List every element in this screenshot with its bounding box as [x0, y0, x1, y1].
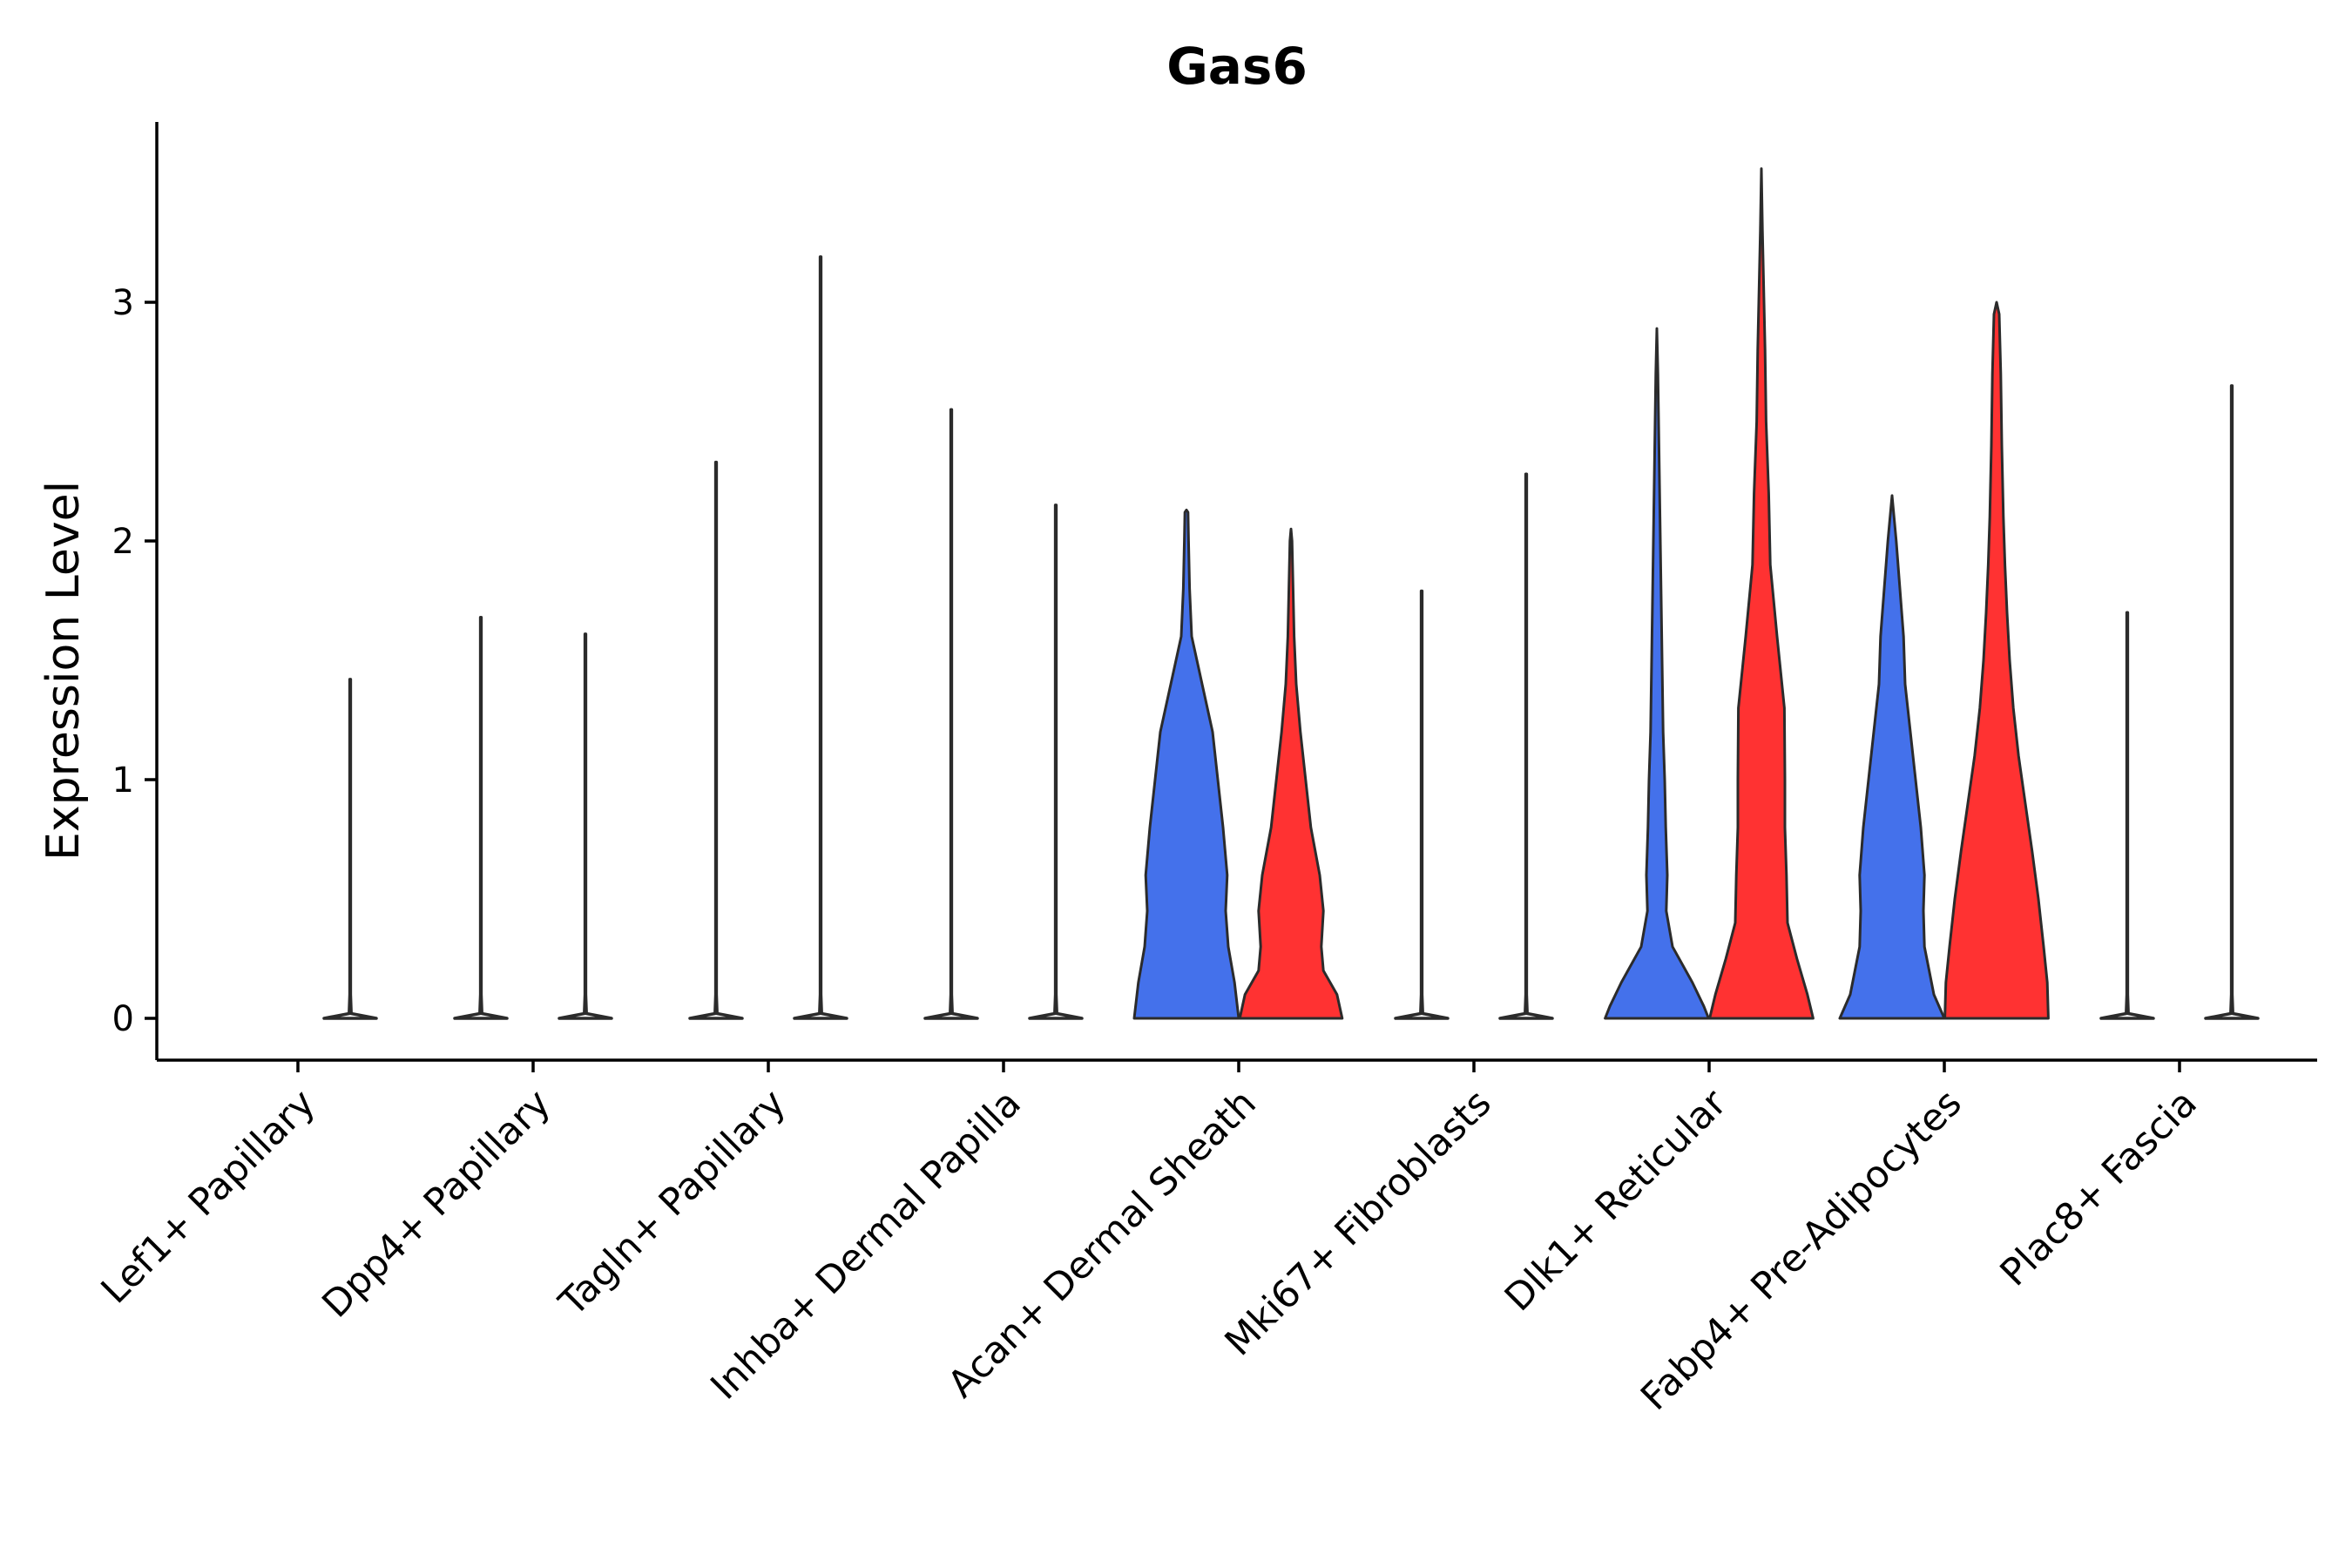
x-tick-label-tagln-papillary: Tagln+ Papillary: [551, 1081, 794, 1325]
chart-title: Gas6: [1166, 37, 1308, 96]
violin-inhba-dermal-papilla-group-a: [923, 408, 979, 1020]
violin-fabp4-pre-adipocytes-group-b: [1943, 301, 2050, 1020]
x-tick-label-dlk1-reticular: Dlk1+ Reticular: [1497, 1081, 1735, 1320]
violin-dlk1-reticular-group-b: [1708, 167, 1815, 1020]
x-tick-label-plac8-fascia: Plac8+ Fascia: [1992, 1081, 2206, 1294]
violin-plac8-fascia-group-a: [2099, 611, 2155, 1020]
violin-plac8-fascia-group-b: [2204, 384, 2260, 1020]
violin-acan-dermal-sheath-group-b: [1238, 527, 1344, 1020]
violins-layer: [322, 167, 2260, 1020]
y-tick-label: 1: [112, 760, 134, 801]
violin-inhba-dermal-papilla-group-b: [1028, 504, 1084, 1020]
violin-dpp4-papillary-group-b: [558, 632, 613, 1020]
y-tick-label: 0: [112, 999, 134, 1039]
x-tick-label-dpp4-papillary: Dpp4+ Papillary: [314, 1081, 559, 1326]
violin-mki67-fibroblasts-group-a: [1394, 589, 1450, 1020]
violin-mki67-fibroblasts-group-b: [1498, 472, 1554, 1020]
x-tick-label-lef1-papillary: Lef1+ Papillary: [93, 1081, 324, 1312]
y-tick-label: 2: [112, 522, 134, 562]
violin-tagln-papillary-group-a: [688, 460, 744, 1020]
violin-tagln-papillary-group-b: [793, 255, 848, 1020]
violin-lef1-papillary-group-b: [322, 678, 378, 1020]
violin-acan-dermal-sheath-group-a: [1132, 508, 1240, 1020]
y-tick-label: 3: [112, 283, 134, 323]
y-axis-label: Expression Level: [37, 481, 90, 861]
violin-dlk1-reticular-group-a: [1604, 327, 1710, 1020]
x-tick-label-mki67-fibroblasts: Mki67+ Fibroblasts: [1217, 1081, 1500, 1364]
violin-fabp4-pre-adipocytes-group-a: [1838, 494, 1946, 1020]
violin-dpp4-papillary-group-a: [453, 615, 509, 1020]
